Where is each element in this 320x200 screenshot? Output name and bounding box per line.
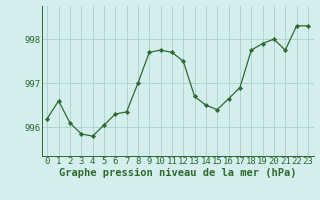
X-axis label: Graphe pression niveau de la mer (hPa): Graphe pression niveau de la mer (hPa) bbox=[59, 168, 296, 178]
